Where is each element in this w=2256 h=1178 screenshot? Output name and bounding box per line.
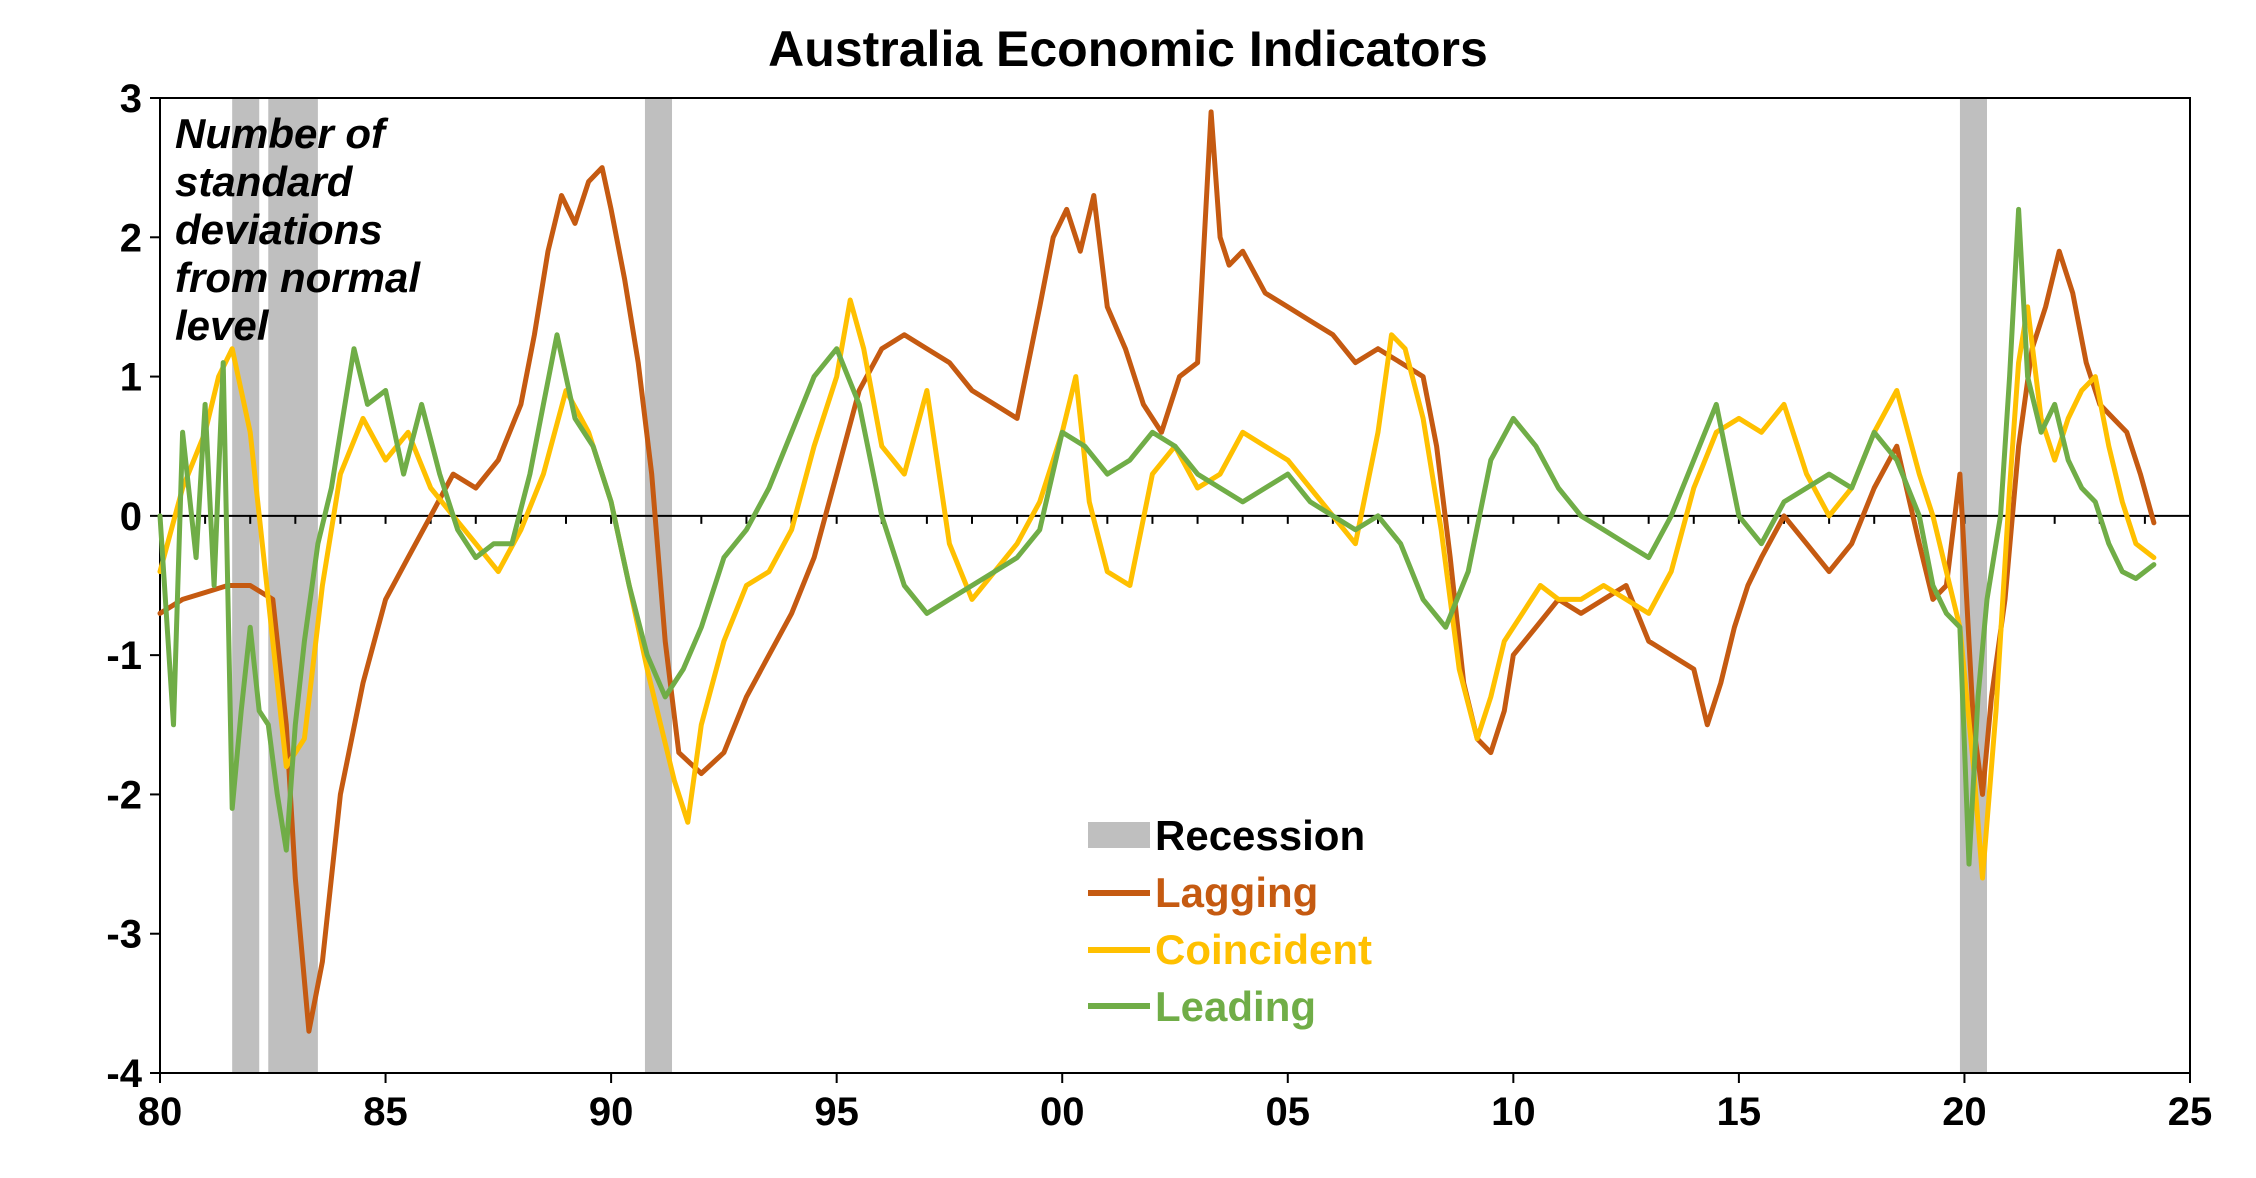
- x-tick-label: 05: [1266, 1090, 1311, 1134]
- annotation-line-3: deviations: [175, 206, 383, 253]
- y-tick-label: -1: [106, 634, 142, 678]
- y-tick-label: 0: [120, 495, 142, 539]
- annotation-line-2: standard: [175, 158, 354, 205]
- x-tick-label: 90: [589, 1090, 634, 1134]
- y-tick-label: -3: [106, 913, 142, 957]
- series-line-coincident: [157, 297, 2157, 881]
- y-tick-label: 1: [120, 356, 142, 400]
- series-lines: [157, 109, 2157, 1034]
- x-tick-label: 15: [1717, 1090, 1762, 1134]
- y-tick-label: 2: [120, 216, 142, 260]
- x-tick-label: 95: [814, 1090, 859, 1134]
- x-tick-label: 10: [1491, 1090, 1536, 1134]
- legend-swatch-recession: [1088, 822, 1150, 848]
- legend-label-leading: Leading: [1155, 983, 1316, 1030]
- recession-bands: [232, 98, 1987, 1073]
- x-tick-label: 85: [363, 1090, 408, 1134]
- legend-label-recession: Recession: [1155, 812, 1365, 859]
- annotation: Number of standard deviations from norma…: [175, 110, 421, 349]
- x-tick-label: 80: [138, 1090, 183, 1134]
- annotation-line-5: level: [175, 302, 270, 349]
- axes: 80 85 90 95 00 05 10 15 20 25 -4 -3 -2 -1 0 1 2 3: [106, 77, 2212, 1134]
- y-tick-label: -4: [106, 1052, 142, 1096]
- chart-title: Australia Economic Indicators: [768, 21, 1488, 77]
- legend: Recession Lagging Coincident Leading: [1088, 812, 1372, 1030]
- legend-label-lagging: Lagging: [1155, 869, 1318, 916]
- annotation-line-1: Number of: [175, 110, 389, 157]
- x-tick-label: 00: [1040, 1090, 1085, 1134]
- y-tick-label: 3: [120, 77, 142, 121]
- annotation-line-4: from normal: [175, 254, 421, 301]
- legend-label-coincident: Coincident: [1155, 926, 1372, 973]
- series-line-leading: [157, 206, 2157, 867]
- x-tick-label: 25: [2168, 1090, 2213, 1134]
- plot-area-border: [159, 97, 2191, 1074]
- x-tick-label: 20: [1942, 1090, 1987, 1134]
- series-line-lagging: [157, 109, 2157, 1034]
- y-tick-label: -2: [106, 773, 142, 817]
